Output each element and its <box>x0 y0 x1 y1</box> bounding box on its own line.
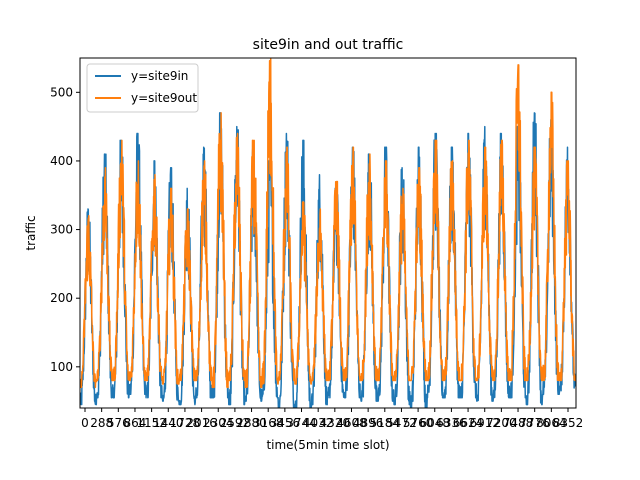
x-tick-label: 0 <box>81 416 89 430</box>
x-tick-label: 288 <box>90 416 113 430</box>
legend-label-site9out: y=site9out <box>131 91 197 105</box>
x-tick-label: 4608 <box>336 416 367 430</box>
legend-label-site9in: y=site9in <box>131 69 188 83</box>
x-tick-label: 576 <box>107 416 130 430</box>
x-tick-label: 3744 <box>286 416 317 430</box>
series-line-site9out <box>80 58 576 389</box>
y-axis-label: traffic <box>24 215 38 250</box>
y-axis-ticks: 100 200 300 400 500 <box>50 85 80 374</box>
x-axis-label: time(5min time slot) <box>266 438 389 452</box>
x-tick-label: 8064 <box>536 416 567 430</box>
x-tick-label: 8352 <box>553 416 584 430</box>
y-tick-label: 200 <box>50 291 73 305</box>
x-tick-label: 2016 <box>186 416 217 430</box>
x-tick-label: 6336 <box>436 416 467 430</box>
x-tick-label: 2592 <box>220 416 251 430</box>
x-tick-label: 7488 <box>503 416 534 430</box>
plot-frame <box>79 57 577 409</box>
x-tick-label: 1152 <box>136 416 167 430</box>
x-tick-label: 3456 <box>270 416 301 430</box>
x-tick-label: 1728 <box>170 416 201 430</box>
x-axis-ticks: 0 288576864115214401728201623042592288031… <box>81 408 583 430</box>
x-tick-label: 4896 <box>353 416 384 430</box>
x-tick-label: 6912 <box>469 416 500 430</box>
y-tick-label: 100 <box>50 360 73 374</box>
x-tick-label: 5184 <box>370 416 401 430</box>
x-tick-label: 3168 <box>253 416 284 430</box>
x-tick-label: 7200 <box>486 416 517 430</box>
series-line-site9in <box>80 112 576 408</box>
x-tick-label: 5472 <box>386 416 417 430</box>
y-tick-label: 300 <box>50 223 73 237</box>
x-tick-label: 6624 <box>453 416 484 430</box>
x-tick-label: 864 <box>124 416 147 430</box>
x-tick-label: 6048 <box>419 416 450 430</box>
y-tick-label: 500 <box>50 85 73 99</box>
x-tick-label: 4032 <box>303 416 334 430</box>
y-tick-label: 400 <box>50 154 73 168</box>
chart-title: site9in and out traffic <box>253 37 404 53</box>
x-tick-label: 2880 <box>236 416 267 430</box>
legend: y=site9in y=site9out <box>86 63 199 113</box>
x-tick-label: 1440 <box>153 416 184 430</box>
x-tick-label: 2304 <box>203 416 234 430</box>
x-tick-label: 4320 <box>320 416 351 430</box>
x-tick-label: 7776 <box>519 416 550 430</box>
x-tick-label: 5760 <box>403 416 434 430</box>
series-layer <box>80 58 576 408</box>
